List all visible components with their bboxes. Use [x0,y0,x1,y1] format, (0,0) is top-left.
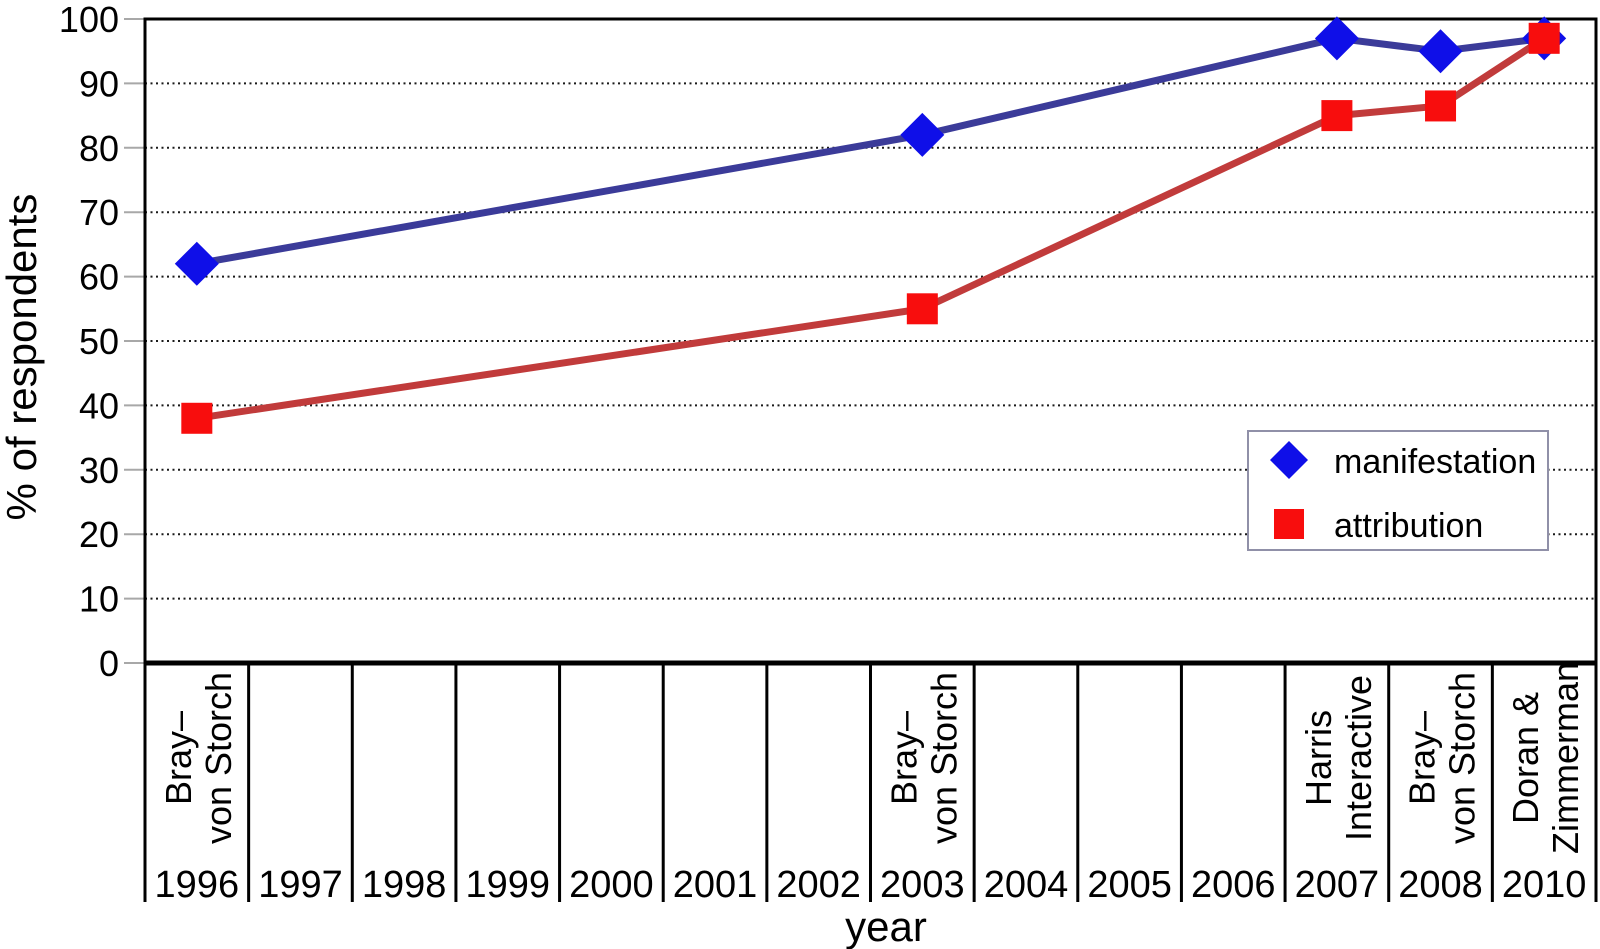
source-label-1996: Bray–von Storch [158,672,239,844]
data-point-manifestation-2008 [1418,29,1463,74]
source-label-2008: Bray–von Storch [1402,672,1483,844]
x-category-label-2004: 2004 [984,864,1069,906]
data-point-manifestation-2003 [900,112,945,157]
y-tick-label-90: 90 [79,63,119,104]
y-tick-label-0: 0 [99,643,119,684]
x-category-label-2005: 2005 [1087,864,1172,906]
x-axis-title: year [845,903,927,949]
y-tick-label-30: 30 [79,450,119,491]
series-line-manifestation [193,34,1548,268]
legend-label-attribution: attribution [1334,507,1483,545]
y-tick-label-50: 50 [79,321,119,362]
source-label-2003: Bray–von Storch [883,672,964,844]
x-category-label-2000: 2000 [569,864,654,906]
data-point-attribution-1996 [181,402,213,434]
data-point-attribution-2007 [1321,100,1353,132]
y-tick-label-80: 80 [79,128,119,169]
y-axis-title: % of respondents [0,194,45,521]
source-label-2007: HarrisInteractive [1298,675,1379,841]
x-category-label-2003: 2003 [880,864,965,906]
legend-marker-attribution [1274,509,1304,539]
x-category-label-2002: 2002 [776,864,861,906]
y-tick-label-60: 60 [79,257,119,298]
x-category-label-2008: 2008 [1398,864,1483,906]
chart-generated-layer: 0 10 20 30 40 50 60 70 80 90 100 1996 1997 1998 1999 20… [59,0,1598,906]
legend: manifestation attribution [1247,430,1549,551]
y-tick-label-70: 70 [79,192,119,233]
y-tick-label-100: 100 [59,0,119,40]
source-label-2010: Doran &Zimmerman [1505,662,1586,854]
x-category-label-1998: 1998 [362,864,447,906]
y-tick-label-20: 20 [79,514,119,555]
x-category-label-1999: 1999 [465,864,550,906]
data-point-attribution-2003 [906,293,938,325]
x-category-label-1996: 1996 [155,864,240,906]
legend-marker-manifestation [1270,441,1308,479]
y-tick-label-10: 10 [79,579,119,620]
data-point-manifestation-1996 [174,241,219,286]
x-category-label-2007: 2007 [1295,864,1380,906]
y-tick-label-40: 40 [79,385,119,426]
data-point-attribution-2010 [1528,22,1560,54]
x-category-label-2001: 2001 [673,864,758,906]
x-category-label-1997: 1997 [258,864,343,906]
x-category-label-2006: 2006 [1191,864,1276,906]
data-point-attribution-2008 [1425,90,1457,122]
legend-label-manifestation: manifestation [1334,443,1536,481]
x-category-label-2010: 2010 [1502,864,1587,906]
data-point-manifestation-2007 [1314,16,1359,61]
